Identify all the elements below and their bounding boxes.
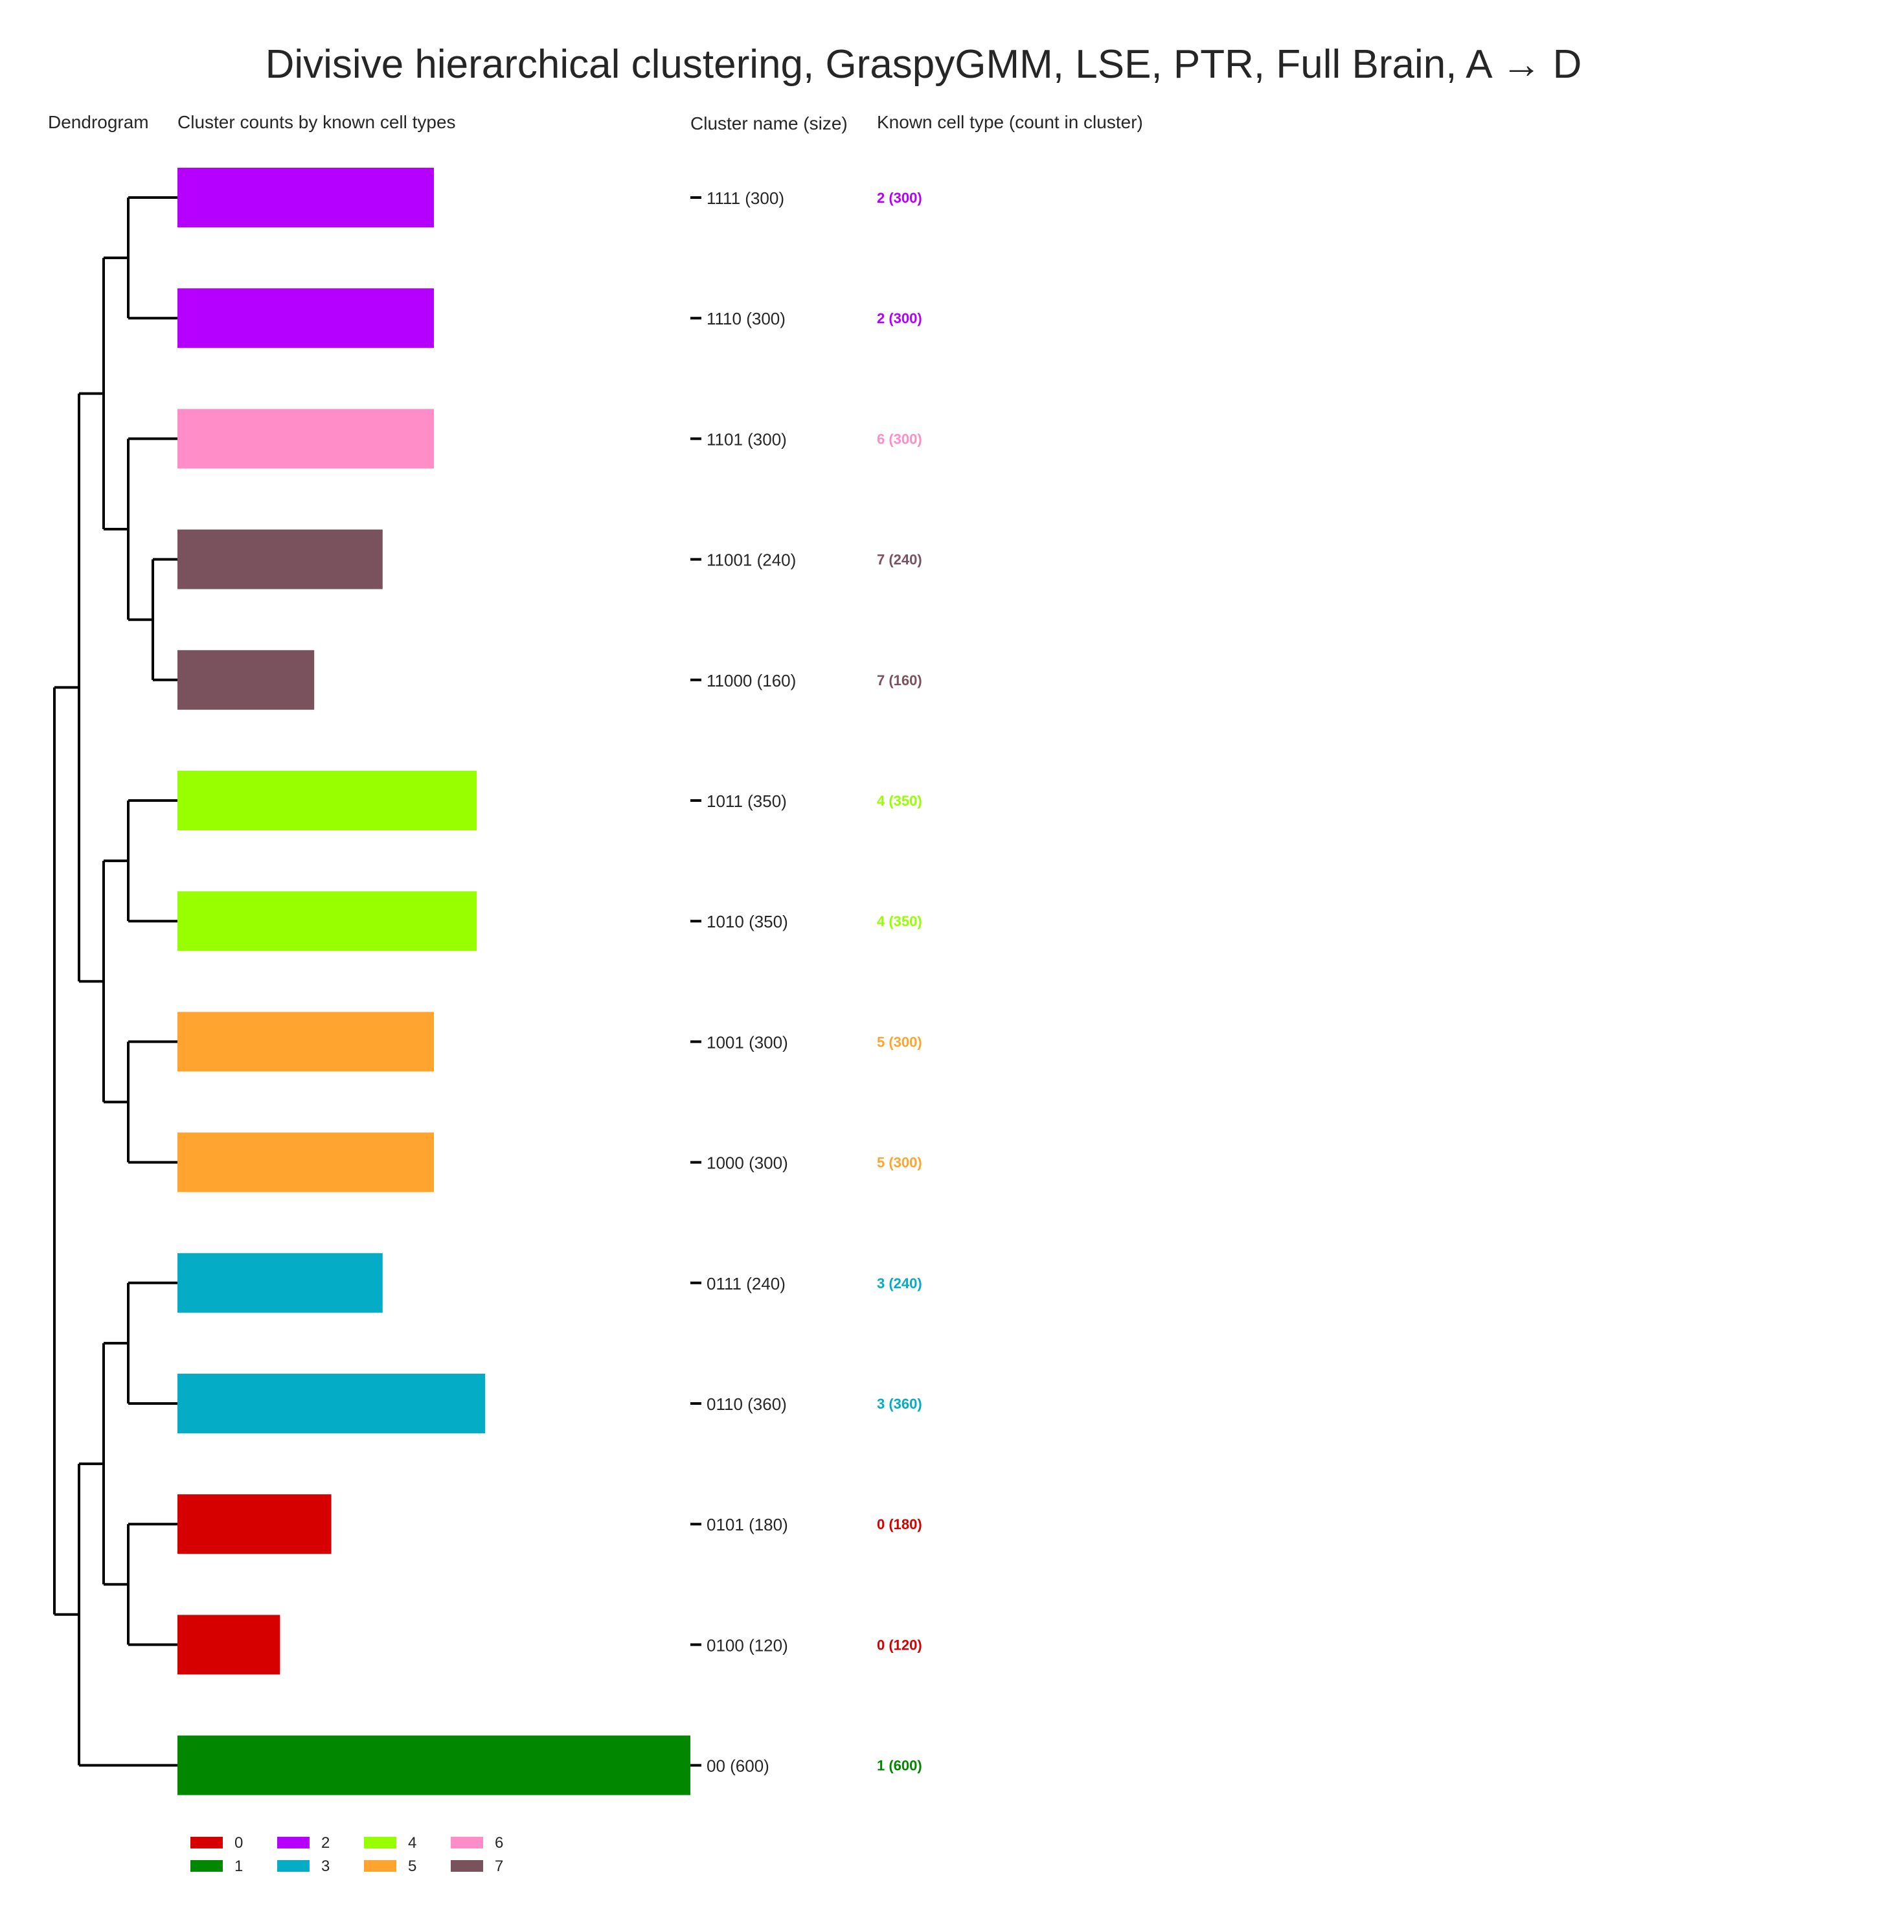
known-cell-type-label-1000: 5 (300) (877, 1155, 922, 1171)
known-cell-type-label-00: 1 (600) (877, 1758, 922, 1774)
legend-swatch-3 (277, 1860, 310, 1872)
bar-1011 (177, 771, 477, 830)
bar-0100 (177, 1615, 280, 1675)
cluster-name-label-0110: 0110 (360) (707, 1394, 787, 1414)
cluster-name-label-1101: 1101 (300) (707, 429, 787, 449)
cluster-name-label-11000: 11000 (160) (707, 671, 796, 690)
bar-11000 (177, 650, 315, 710)
cluster-name-label-0100: 0100 (120) (707, 1635, 788, 1655)
known-cell-type-label-1101: 6 (300) (877, 431, 922, 447)
header-dendrogram: Dendrogram (48, 112, 149, 132)
cluster-name-labels: 1111 (300) 1110 (300) 1101 (300) 11001 (240… (690, 188, 796, 1776)
bar-0110 (177, 1374, 486, 1433)
known-cell-type-label-1010: 4 (350) (877, 913, 922, 929)
cluster-name-label-1010: 1010 (350) (707, 912, 788, 931)
known-cell-type-label-11000: 7 (160) (877, 672, 922, 688)
legend-swatch-0 (190, 1837, 223, 1848)
bar-00 (177, 1735, 690, 1795)
known-cell-type-label-0111: 3 (240) (877, 1275, 922, 1291)
bar-1001 (177, 1012, 434, 1072)
known-cell-type-label-0100: 0 (120) (877, 1637, 922, 1653)
known-cell-type-label-0110: 3 (360) (877, 1396, 922, 1412)
legend-swatch-5 (364, 1860, 396, 1872)
known-cell-type-label-11001: 7 (240) (877, 552, 922, 568)
legend-label-1: 1 (234, 1858, 243, 1875)
cluster-name-label-0111: 0111 (240) (707, 1274, 786, 1293)
bar-1101 (177, 409, 434, 469)
bars (177, 168, 690, 1795)
legend-label-2: 2 (321, 1834, 330, 1852)
legend-label-6: 6 (495, 1834, 503, 1852)
bar-0111 (177, 1253, 383, 1313)
legend-swatch-2 (277, 1837, 310, 1848)
header-cluster-counts: Cluster counts by known cell types (177, 112, 456, 132)
cluster-name-label-00: 00 (600) (707, 1756, 769, 1776)
legend-swatch-4 (364, 1837, 396, 1848)
legend-swatch-7 (451, 1860, 483, 1872)
cluster-name-label-1001: 1001 (300) (707, 1032, 788, 1052)
legend-swatch-1 (190, 1860, 223, 1872)
known-cell-type-label-1111: 2 (300) (877, 190, 922, 206)
legend-label-0: 0 (234, 1834, 243, 1852)
legend-label-3: 3 (321, 1858, 330, 1875)
known-cell-type-label-0101: 0 (180) (877, 1516, 922, 1532)
known-cell-type-label-1110: 2 (300) (877, 310, 922, 326)
cluster-name-label-1110: 1110 (300) (707, 309, 786, 328)
bar-11001 (177, 529, 383, 589)
legend-label-5: 5 (408, 1858, 416, 1875)
bar-1010 (177, 891, 477, 951)
cluster-name-label-1111: 1111 (300) (707, 188, 784, 208)
cluster-name-label-1000: 1000 (300) (707, 1154, 788, 1173)
cluster-name-label-0101: 0101 (180) (707, 1515, 788, 1534)
bar-1111 (177, 168, 434, 227)
known-cell-type-labels: 2 (300) 2 (300) 6 (300) 7 (240) 7 (160) 4 (35… (877, 190, 922, 1774)
bar-1000 (177, 1132, 434, 1192)
cluster-name-label-1011: 1011 (350) (707, 791, 787, 811)
bar-1110 (177, 288, 434, 348)
legend-label-4: 4 (408, 1834, 416, 1852)
legend-swatch-6 (451, 1837, 483, 1848)
legend: 0 1 2 3 4 5 6 7 (190, 1834, 503, 1875)
header-cluster-name: Cluster name (size) (690, 113, 848, 133)
header-known-cell-type: Known cell type (count in cluster) (877, 112, 1143, 132)
chart-title: Divisive hierarchical clustering, Graspy… (266, 42, 1582, 87)
bar-0101 (177, 1494, 332, 1554)
legend-label-7: 7 (495, 1858, 503, 1875)
dendrogram (53, 196, 177, 1767)
known-cell-type-label-1011: 4 (350) (877, 793, 922, 809)
known-cell-type-label-1001: 5 (300) (877, 1034, 922, 1050)
cluster-name-label-11001: 11001 (240) (707, 551, 796, 570)
